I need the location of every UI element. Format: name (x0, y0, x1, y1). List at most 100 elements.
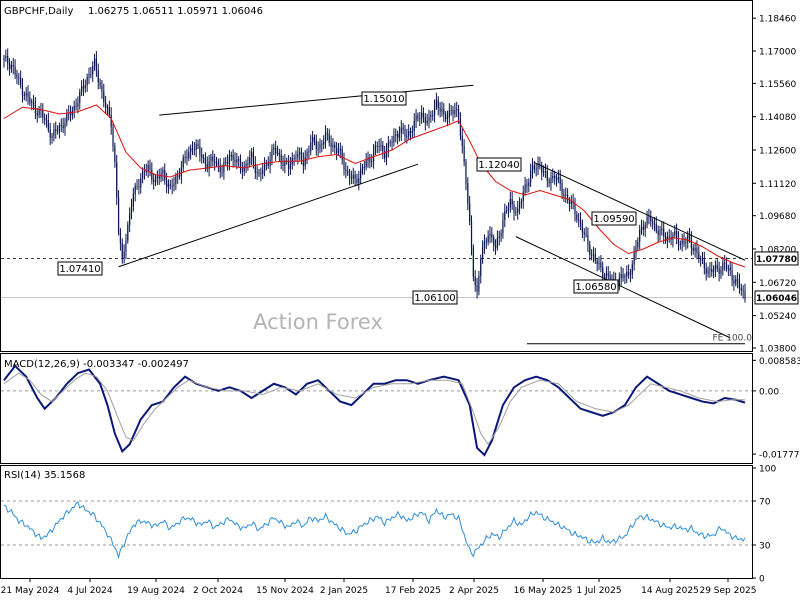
x-axis-tick-label: 19 Aug 2024 (127, 586, 185, 596)
price-label-text: 1.12040 (478, 160, 519, 171)
candle-body (42, 110, 44, 118)
candle-body (256, 172, 258, 174)
candle-body (7, 56, 9, 64)
x-axis-tick-label: 17 Feb 2025 (385, 586, 441, 596)
candle-body (565, 194, 567, 196)
price-label-box (57, 261, 103, 276)
price-label-text: 1.06580 (575, 282, 616, 293)
price-label-text: 1.09590 (593, 214, 634, 225)
candle-body (69, 112, 72, 116)
candle-body (208, 161, 210, 170)
candle-body (535, 168, 537, 170)
candle-body (491, 233, 493, 238)
candle-body (618, 278, 620, 287)
watermark: Action Forex (253, 310, 383, 334)
candle-body (559, 177, 561, 184)
candle-body (232, 155, 234, 160)
candle-body (10, 64, 12, 69)
candle-body (707, 270, 709, 274)
candle-body (247, 163, 249, 165)
candle-body (419, 118, 421, 120)
candle-body (95, 58, 97, 71)
candle-body (640, 227, 643, 230)
price-axis-tick-label: 1.17000 (759, 48, 796, 58)
candle-body (289, 164, 292, 169)
x-axis-tick-label: 15 Nov 2024 (256, 586, 314, 596)
candle-body (32, 101, 35, 105)
price-axis-tick-label: 1.05240 (759, 312, 796, 322)
fibonacci-extension-label: FE 100.0 (713, 334, 753, 344)
moving-average-line (3, 104, 746, 268)
candle-body (350, 177, 353, 179)
axis-price-tag-text: 1.06046 (756, 294, 797, 304)
candle-body (230, 155, 232, 157)
candle-body (594, 254, 596, 261)
candle-body (546, 171, 548, 181)
candle-body (600, 262, 602, 268)
candle-body (681, 240, 683, 244)
candle-body (598, 262, 600, 265)
candle-body (132, 193, 134, 207)
candle-body (663, 228, 665, 237)
candle-body (55, 129, 57, 132)
candle-body (581, 224, 583, 233)
candle-body (637, 241, 639, 248)
candle-body (463, 145, 465, 163)
candle-body (315, 141, 317, 149)
candle-body (110, 114, 112, 128)
candle-body (576, 214, 578, 220)
candle-body (258, 172, 260, 174)
candle-body (293, 158, 295, 159)
candle-body (249, 157, 251, 164)
candle-body (239, 160, 242, 170)
candle-body (740, 288, 742, 291)
candle-body (360, 169, 362, 179)
candle-body (219, 165, 221, 172)
candle-body (417, 115, 419, 119)
candle-body (103, 91, 105, 103)
candle-body (206, 164, 208, 170)
candle-body (108, 107, 110, 115)
candle-body (679, 243, 681, 245)
candle-body (385, 150, 388, 159)
candle-body (437, 99, 439, 109)
candle-body (336, 147, 338, 153)
candle-body (596, 260, 598, 265)
candle-body (82, 86, 85, 89)
candle-body (31, 101, 33, 103)
candle-body (668, 236, 670, 238)
candle-body (674, 231, 676, 236)
candle-body (25, 92, 27, 96)
trendline (159, 84, 474, 116)
candle-body (609, 275, 611, 281)
candle-body (328, 133, 330, 143)
candle-body (433, 106, 436, 116)
candle-body (445, 114, 447, 120)
candle-body (75, 106, 77, 107)
candle-body (701, 258, 704, 260)
candle-body (8, 63, 11, 69)
price-label: 1.06100 (412, 290, 458, 305)
candle-body (114, 146, 116, 162)
candle-body (567, 194, 569, 201)
price-axis-tick-label: 1.11120 (759, 180, 796, 190)
candle-body (90, 74, 92, 76)
candle-body (21, 85, 24, 95)
candle-body (382, 145, 384, 152)
price-label-box (573, 279, 619, 294)
candle-body (147, 164, 149, 171)
candle-body (688, 235, 691, 239)
candle-body (483, 241, 486, 248)
candle-body (387, 142, 389, 151)
candle-body (661, 228, 663, 231)
trendline (515, 236, 731, 339)
candle-body (457, 109, 460, 118)
candle-body (432, 115, 434, 116)
rsi-axis-tick-label: 100 (759, 465, 776, 475)
candle-body (127, 224, 129, 241)
candle-body (92, 66, 94, 75)
candle-body (694, 247, 696, 251)
candle-body (29, 97, 31, 103)
candle-body (20, 77, 22, 86)
axis-price-tag-box (754, 290, 799, 305)
